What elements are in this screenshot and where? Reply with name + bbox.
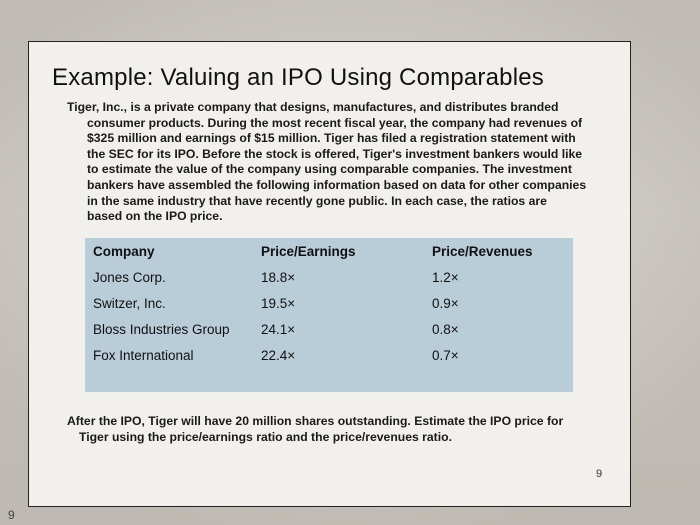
intro-line: Tiger, Inc., is a private company that d… <box>67 100 559 114</box>
intro-line: bankers have assembled the following inf… <box>87 177 587 192</box>
table-header-row: Company Price/Earnings Price/Revenues <box>85 244 573 268</box>
pr-cell: 0.9× <box>432 296 459 311</box>
pe-cell: 18.8× <box>261 270 296 285</box>
question-line: Tiger using the price/earnings ratio and… <box>79 429 452 444</box>
intro-line: based on the IPO price. <box>87 209 223 224</box>
header-price-revenues: Price/Revenues <box>432 244 533 259</box>
comparables-table: Company Price/Earnings Price/Revenues Jo… <box>85 238 573 392</box>
table-row: Bloss Industries Group 24.1× 0.8× <box>85 322 573 346</box>
pr-cell: 0.7× <box>432 348 459 363</box>
company-cell: Jones Corp. <box>93 270 166 285</box>
company-cell: Bloss Industries Group <box>93 322 230 337</box>
slide-title: Example: Valuing an IPO Using Comparable… <box>52 64 544 91</box>
pr-cell: 0.8× <box>432 322 459 337</box>
intro-line: $325 million and earnings of $15 million… <box>87 131 576 146</box>
pe-cell: 22.4× <box>261 348 296 363</box>
intro-line: consumer products. During the most recen… <box>87 115 583 130</box>
table-row: Fox International 22.4× 0.7× <box>85 348 573 372</box>
pr-cell: 1.2× <box>432 270 459 285</box>
pe-cell: 24.1× <box>261 322 296 337</box>
table-row: Switzer, Inc. 19.5× 0.9× <box>85 296 573 320</box>
header-company: Company <box>93 244 155 259</box>
header-price-earnings: Price/Earnings <box>261 244 356 259</box>
intro-paragraph: Tiger, Inc., is a private company that d… <box>67 100 607 225</box>
intro-line: to estimate the value of the company usi… <box>87 162 572 177</box>
question-paragraph: After the IPO, Tiger will have 20 millio… <box>67 414 587 445</box>
intro-line: the SEC for its IPO. Before the stock is… <box>87 146 583 161</box>
table-row: Jones Corp. 18.8× 1.2× <box>85 270 573 294</box>
pe-cell: 19.5× <box>261 296 296 311</box>
slide-number: 9 <box>596 468 603 480</box>
company-cell: Fox International <box>93 348 194 363</box>
question-line: After the IPO, Tiger will have 20 millio… <box>67 414 564 428</box>
intro-line: in the same industry that have recently … <box>87 193 547 208</box>
company-cell: Switzer, Inc. <box>93 296 166 311</box>
book-page-number: 9 <box>8 508 15 522</box>
